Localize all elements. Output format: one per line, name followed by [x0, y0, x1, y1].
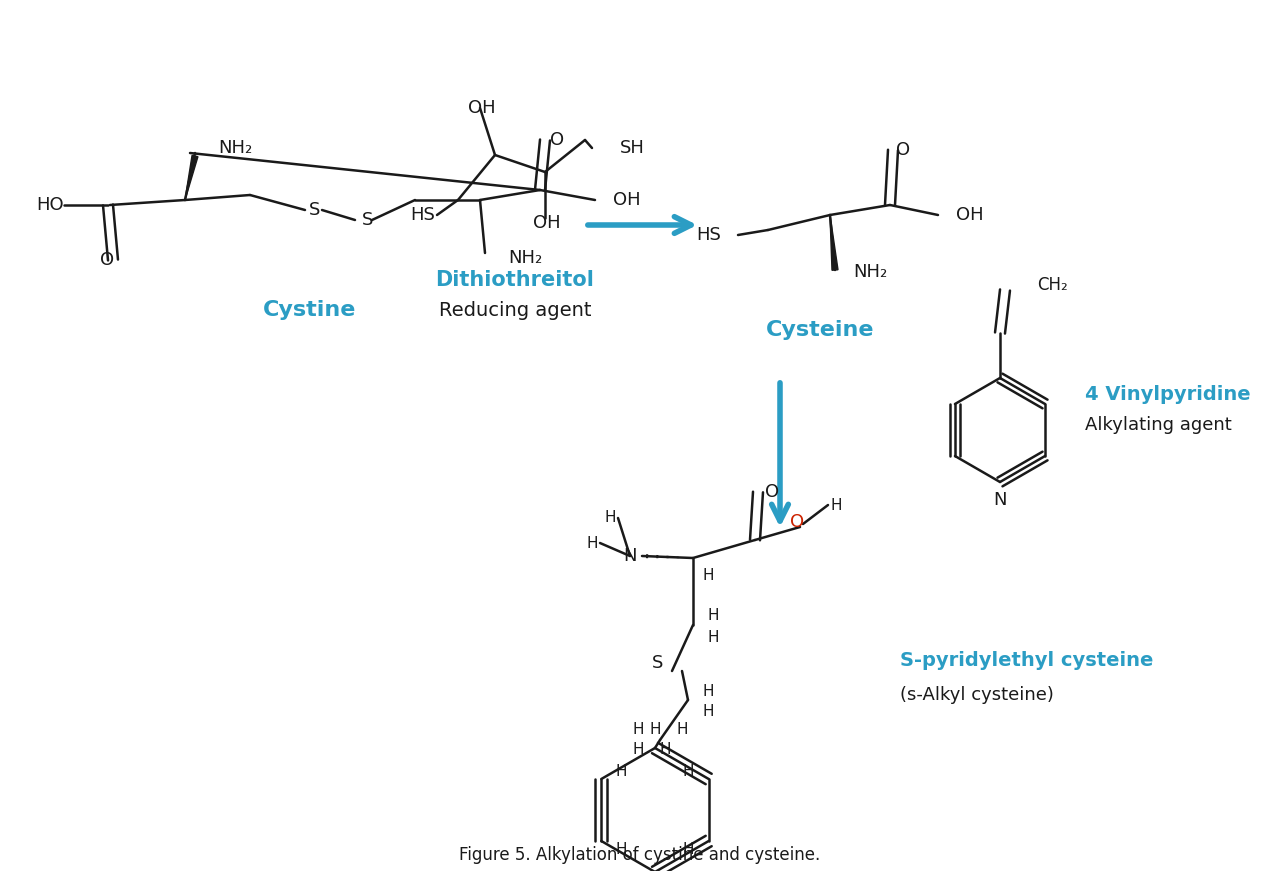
Text: Cystine: Cystine — [264, 300, 357, 320]
Text: H: H — [604, 510, 616, 525]
Text: S: S — [310, 201, 321, 219]
Text: N: N — [993, 491, 1007, 509]
Text: HO: HO — [36, 196, 64, 214]
Text: H: H — [831, 497, 842, 512]
Text: HS: HS — [696, 226, 721, 244]
Text: Cysteine: Cysteine — [765, 320, 874, 340]
Text: CH₂: CH₂ — [1037, 276, 1068, 294]
Text: H: H — [632, 742, 644, 758]
Text: OH: OH — [956, 206, 983, 224]
Polygon shape — [186, 155, 198, 200]
Text: H: H — [708, 630, 719, 645]
Text: H: H — [703, 685, 714, 699]
Text: N: N — [623, 547, 636, 565]
Text: H: H — [586, 536, 598, 550]
Text: Reducing agent: Reducing agent — [439, 300, 591, 320]
Text: (s-Alkyl cysteine): (s-Alkyl cysteine) — [900, 686, 1053, 704]
Text: 4 Vinylpyridine: 4 Vinylpyridine — [1085, 386, 1251, 404]
Text: O: O — [550, 131, 564, 149]
Text: H: H — [632, 723, 644, 738]
Text: OH: OH — [534, 214, 561, 232]
Text: H: H — [649, 723, 660, 738]
Text: O: O — [790, 513, 804, 531]
Text: H: H — [684, 764, 695, 779]
Text: H: H — [616, 764, 627, 779]
Text: O: O — [765, 483, 780, 501]
Text: OH: OH — [613, 191, 640, 209]
Text: S-pyridylethyl cysteine: S-pyridylethyl cysteine — [900, 651, 1153, 670]
Text: O: O — [896, 141, 910, 159]
Text: Dithiothreitol: Dithiothreitol — [435, 270, 594, 290]
Text: H: H — [676, 723, 687, 738]
Text: H: H — [659, 742, 671, 758]
Text: H: H — [703, 569, 714, 584]
Text: NH₂: NH₂ — [852, 263, 887, 281]
Polygon shape — [829, 215, 838, 270]
Text: H: H — [708, 607, 719, 623]
Text: H: H — [616, 841, 627, 856]
Text: H: H — [684, 841, 695, 856]
Text: H: H — [703, 705, 714, 719]
Text: S: S — [362, 211, 374, 229]
Text: Alkylating agent: Alkylating agent — [1085, 416, 1231, 434]
Text: NH₂: NH₂ — [508, 249, 543, 267]
Text: O: O — [100, 251, 114, 269]
Text: OH: OH — [468, 99, 495, 117]
Text: HS: HS — [411, 206, 435, 224]
Text: NH₂: NH₂ — [218, 139, 252, 157]
Text: S: S — [653, 654, 664, 672]
Text: Figure 5. Alkylation of cystine and cysteine.: Figure 5. Alkylation of cystine and cyst… — [460, 846, 820, 864]
Text: SH: SH — [620, 139, 645, 157]
